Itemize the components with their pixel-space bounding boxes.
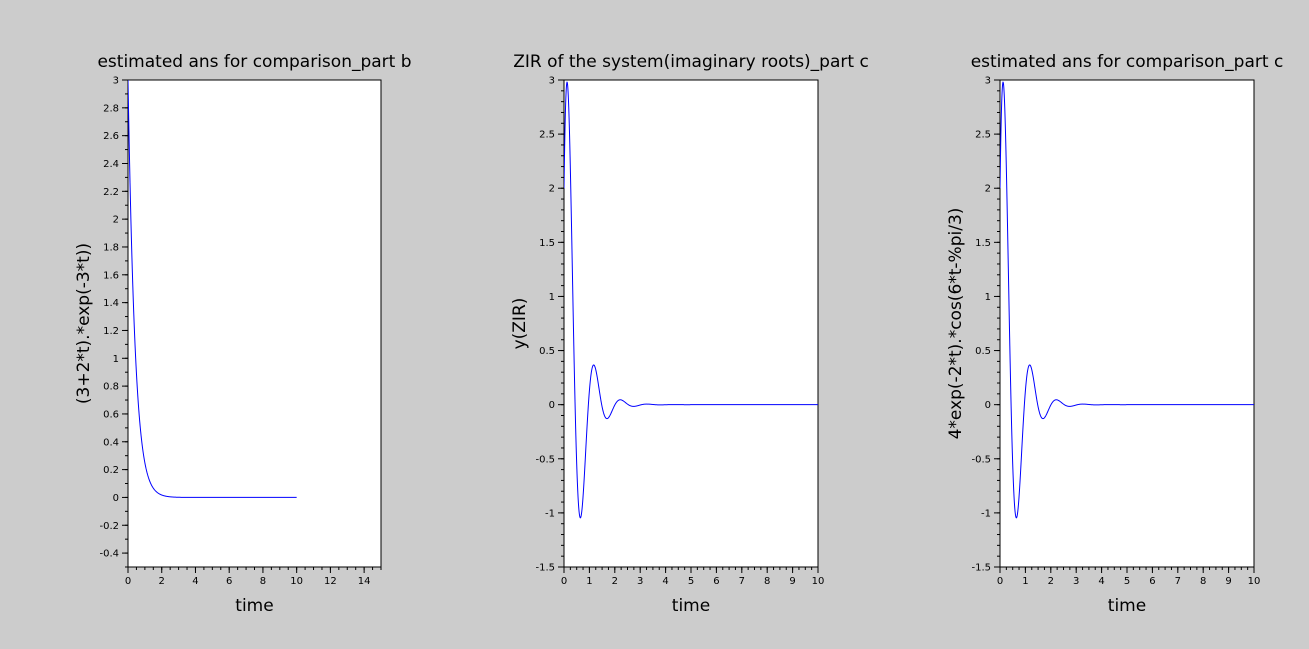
y-tick-label: 1.5	[975, 238, 991, 249]
x-tick-label: 1	[586, 576, 592, 587]
y-tick-label: 1	[549, 292, 555, 303]
y-tick-label: 0.5	[539, 346, 555, 357]
plot-area	[563, 79, 819, 568]
x-tick-label: 14	[358, 576, 371, 587]
x-tick-label: 6	[1149, 576, 1155, 587]
chart-title: estimated ans for comparison_part c	[971, 52, 1284, 72]
x-tick-label: 9	[789, 576, 795, 587]
y-tick-label: 2	[113, 215, 119, 226]
chart-title: ZIR of the system(imaginary roots)_part …	[513, 52, 869, 72]
y-tick-label: 2.6	[103, 131, 119, 142]
x-tick-label: 10	[812, 576, 825, 587]
x-tick-label: 7	[1175, 576, 1181, 587]
y-tick-label: -0.5	[971, 454, 991, 465]
y-tick-label: 2	[985, 184, 991, 195]
y-tick-label: -0.2	[99, 521, 119, 532]
y-axis-label: y(ZIR)	[510, 298, 530, 350]
x-tick-label: 0	[997, 576, 1003, 587]
plot-area	[127, 79, 382, 568]
x-axis-label: time	[672, 596, 710, 616]
x-tick-label: 7	[739, 576, 745, 587]
x-tick-label: 12	[324, 576, 337, 587]
y-tick-label: 1.6	[103, 270, 119, 281]
series-line	[1000, 81, 1254, 519]
y-tick-label: 3	[113, 76, 119, 87]
x-tick-label: 10	[1248, 576, 1261, 587]
y-tick-label: 0	[549, 400, 555, 411]
y-tick-label: 1	[113, 354, 119, 365]
y-tick-label: 1	[985, 292, 991, 303]
y-tick-label: 2.5	[975, 130, 991, 141]
x-tick-label: 4	[1098, 576, 1104, 587]
x-tick-label: 1	[1022, 576, 1028, 587]
y-tick-label: 2	[549, 184, 555, 195]
y-tick-label: -1	[545, 508, 555, 519]
chart-title: estimated ans for comparison_part b	[97, 52, 411, 72]
y-tick-label: 1.5	[539, 238, 555, 249]
y-tick-label: 1.8	[103, 242, 119, 253]
y-tick-label: 3	[549, 76, 555, 87]
plot-zir-part-c: 0 1 2 3 4 5 6 7 8 9 10 -1.5 -1 -0.5 0 0.5 1 1.5 2 2.5 3 ZIR o…	[510, 52, 869, 616]
x-tick-label: 10	[290, 576, 303, 587]
y-tick-label: 0.5	[975, 346, 991, 357]
x-tick-label: 8	[764, 576, 770, 587]
x-tick-label: 5	[1124, 576, 1130, 587]
x-axis-label: time	[235, 596, 273, 616]
plot-estimated-part-c: 0 1 2 3 4 5 6 7 8 9 10 -1.5 -1 -0.5 0 0.5 1 1.5 2 2.5 3 estim…	[946, 52, 1283, 616]
x-tick-label: 0	[561, 576, 567, 587]
y-tick-label: 2.4	[103, 159, 119, 170]
x-tick-label: 9	[1225, 576, 1231, 587]
plot-part-b: 0 2 4 6 8 10 12 14 -0.4 -0.2 0 0.2 0.4 0.6 0.8 1 1.2 1.4 1…	[74, 52, 412, 616]
x-tick-label: 8	[260, 576, 266, 587]
x-tick-label: 6	[713, 576, 719, 587]
x-tick-label: 8	[1200, 576, 1206, 587]
series-line	[564, 81, 818, 519]
y-tick-label: 1.2	[103, 326, 119, 337]
y-tick-label: 0.8	[103, 382, 119, 393]
x-tick-label: 2	[1048, 576, 1054, 587]
y-tick-label: 0	[113, 493, 119, 504]
x-tick-label: 3	[637, 576, 643, 587]
x-tick-label: 6	[226, 576, 232, 587]
y-tick-label: -1	[981, 508, 991, 519]
y-tick-label: 1.4	[103, 298, 119, 309]
y-tick-label: 2.5	[539, 130, 555, 141]
y-axis-label: 4*exp(-2*t).*cos(6*t-%pi/3)	[946, 208, 966, 440]
x-tick-label: 3	[1073, 576, 1079, 587]
y-axis-label: (3+2*t).*exp(-3*t))	[74, 243, 94, 404]
y-tick-label: -1.5	[535, 563, 555, 574]
y-tick-label: 2.2	[103, 187, 119, 198]
x-tick-label: 5	[688, 576, 694, 587]
y-tick-label: 0	[985, 400, 991, 411]
x-tick-label: 4	[662, 576, 668, 587]
y-tick-label: 0.6	[103, 409, 119, 420]
plot-area	[999, 79, 1255, 568]
y-tick-label: 2.8	[103, 103, 119, 114]
x-axis-label: time	[1108, 596, 1146, 616]
x-tick-label: 4	[192, 576, 198, 587]
y-tick-label: 3	[985, 76, 991, 87]
y-tick-label: 0.2	[103, 465, 119, 476]
y-tick-label: -0.4	[99, 549, 119, 560]
x-tick-label: 2	[612, 576, 618, 587]
y-tick-label: 0.4	[103, 437, 119, 448]
series-line	[128, 80, 297, 498]
x-tick-label: 0	[125, 576, 131, 587]
y-tick-label: -1.5	[971, 563, 991, 574]
x-tick-label: 2	[159, 576, 165, 587]
y-tick-label: -0.5	[535, 454, 555, 465]
